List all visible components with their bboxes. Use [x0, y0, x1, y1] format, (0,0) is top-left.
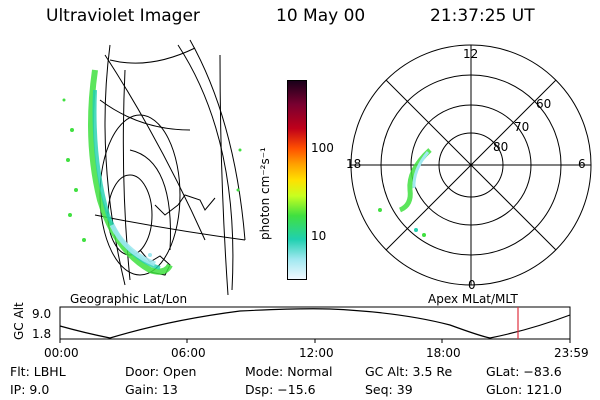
- mlt-label-12: 12: [463, 47, 479, 61]
- mlat-label-80: 80: [493, 140, 509, 154]
- colorbar-tick-10: 10: [311, 229, 327, 243]
- left-panel-label: Geographic Lat/Lon: [70, 292, 188, 306]
- status-flt: Flt: LBHL: [10, 364, 66, 379]
- timeline-tick-1200: 12:00: [299, 346, 334, 360]
- status-gain: Gain: 13: [125, 382, 178, 397]
- timeline-ylabel: GC Alt: [12, 302, 26, 340]
- mlat-label-70: 70: [514, 120, 530, 134]
- status-gc-alt: GC Alt: 3.5 Re: [365, 364, 453, 379]
- status-seq: Seq: 39: [365, 382, 413, 397]
- status-glon: GLon: 121.0: [486, 382, 562, 397]
- mlt-label-6: 6: [578, 157, 586, 171]
- timeline-tick-1800: 18:00: [426, 346, 461, 360]
- colorbar-unit-label: photon cm⁻²s⁻¹: [258, 147, 272, 240]
- timeline-tick-2359: 23:59: [554, 346, 589, 360]
- timeline-y-top: 9.0: [32, 307, 52, 321]
- colorbar-tick-100: 100: [311, 141, 334, 155]
- status-glat: GLat: −83.6: [486, 364, 562, 379]
- timeline-y-bottom: 1.8: [32, 327, 52, 341]
- mlt-label-18: 18: [346, 157, 362, 171]
- instrument-title: Ultraviolet Imager: [46, 6, 200, 26]
- mlat-label-60: 60: [536, 97, 552, 111]
- date-label: 10 May 00: [276, 6, 366, 26]
- status-mode: Mode: Normal: [245, 364, 333, 379]
- timeline-tick-0600: 06:00: [171, 346, 206, 360]
- timeline-tick-0000: 00:00: [44, 346, 79, 360]
- status-ip: IP: 9.0: [10, 382, 50, 397]
- status-dsp: Dsp: −15.6: [245, 382, 316, 397]
- right-panel-label: Apex MLat/MLT: [428, 292, 518, 306]
- time-label: 21:37:25 UT: [430, 6, 535, 26]
- colorbar: [287, 80, 307, 280]
- mlt-label-0: 0: [468, 278, 476, 292]
- status-door: Door: Open: [125, 364, 197, 379]
